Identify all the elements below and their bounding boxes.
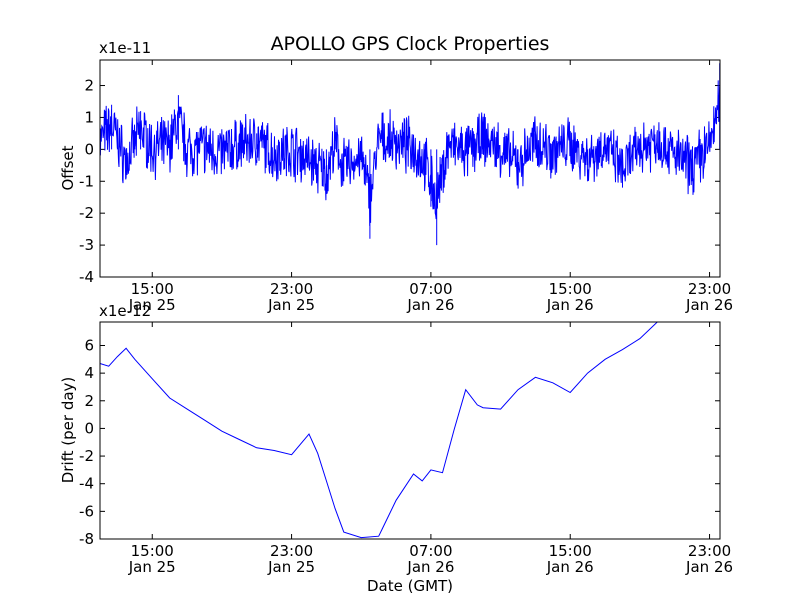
x-tick-date-label: Jan 26 [546,296,594,314]
x-tick-time-label: 15:00 [131,280,174,298]
x-tick-date-label: Jan 26 [546,558,594,576]
x-tick-date-label: Jan 26 [685,296,733,314]
offset-scale-label: x1e-11 [99,39,151,57]
x-tick-date-label: Jan 25 [128,558,176,576]
offset-y-axis-label: Offset [59,145,77,190]
y-tick-label: -4 [79,475,94,493]
y-tick-label: -2 [79,447,94,465]
x-tick-time-label: 23:00 [270,542,313,560]
y-tick-label: 0 [84,140,94,158]
y-tick-label: 4 [84,364,94,382]
chart-title: APOLLO GPS Clock Properties [271,33,550,55]
x-tick-time-label: 07:00 [409,280,452,298]
y-tick-label: 1 [84,108,94,126]
x-tick-time-label: 15:00 [131,542,174,560]
y-tick-label: 0 [84,419,94,437]
drift-y-ticks: -8 -6 -4 -2 0 2 4 6 [79,336,720,548]
x-tick-time-label: 07:00 [409,542,452,560]
y-tick-label: -3 [79,236,94,254]
y-tick-label: 2 [84,392,94,410]
drift-series-line [99,321,720,539]
drift-x-axis-label: Date (GMT) [367,577,453,595]
offset-plot-frame [99,59,721,278]
y-tick-label: -4 [79,268,94,286]
offset-y-ticks: -4 -3 -2 -1 0 1 2 [79,77,720,286]
drift-panel: x1e-12 Drift (per day) -8 -6 -4 -2 0 2 4 6 15:0… [59,302,733,576]
x-tick-date-label: Jan 26 [406,296,454,314]
x-tick-time-label: 23:00 [270,280,313,298]
drift-plot-frame [99,321,721,540]
x-tick-date-label: Jan 26 [406,558,454,576]
x-tick-time-label: 23:00 [688,542,731,560]
x-tick-date-label: Jan 26 [685,558,733,576]
y-tick-label: 6 [84,336,94,354]
y-tick-label: -8 [79,530,94,548]
drift-y-axis-label: Drift (per day) [59,377,77,484]
y-tick-label: -1 [79,172,94,190]
x-tick-date-label: Jan 25 [267,558,315,576]
x-tick-time-label: 23:00 [688,280,731,298]
y-tick-label: -2 [79,204,94,222]
x-tick-time-label: 15:00 [549,280,592,298]
x-tick-date-label: Jan 25 [128,296,176,314]
y-tick-label: 2 [84,77,94,95]
x-tick-date-label: Jan 25 [267,296,315,314]
y-tick-label: -6 [79,502,94,520]
offset-series-line [99,63,721,246]
drift-scale-label: x1e-12 [99,302,151,320]
x-tick-time-label: 15:00 [549,542,592,560]
